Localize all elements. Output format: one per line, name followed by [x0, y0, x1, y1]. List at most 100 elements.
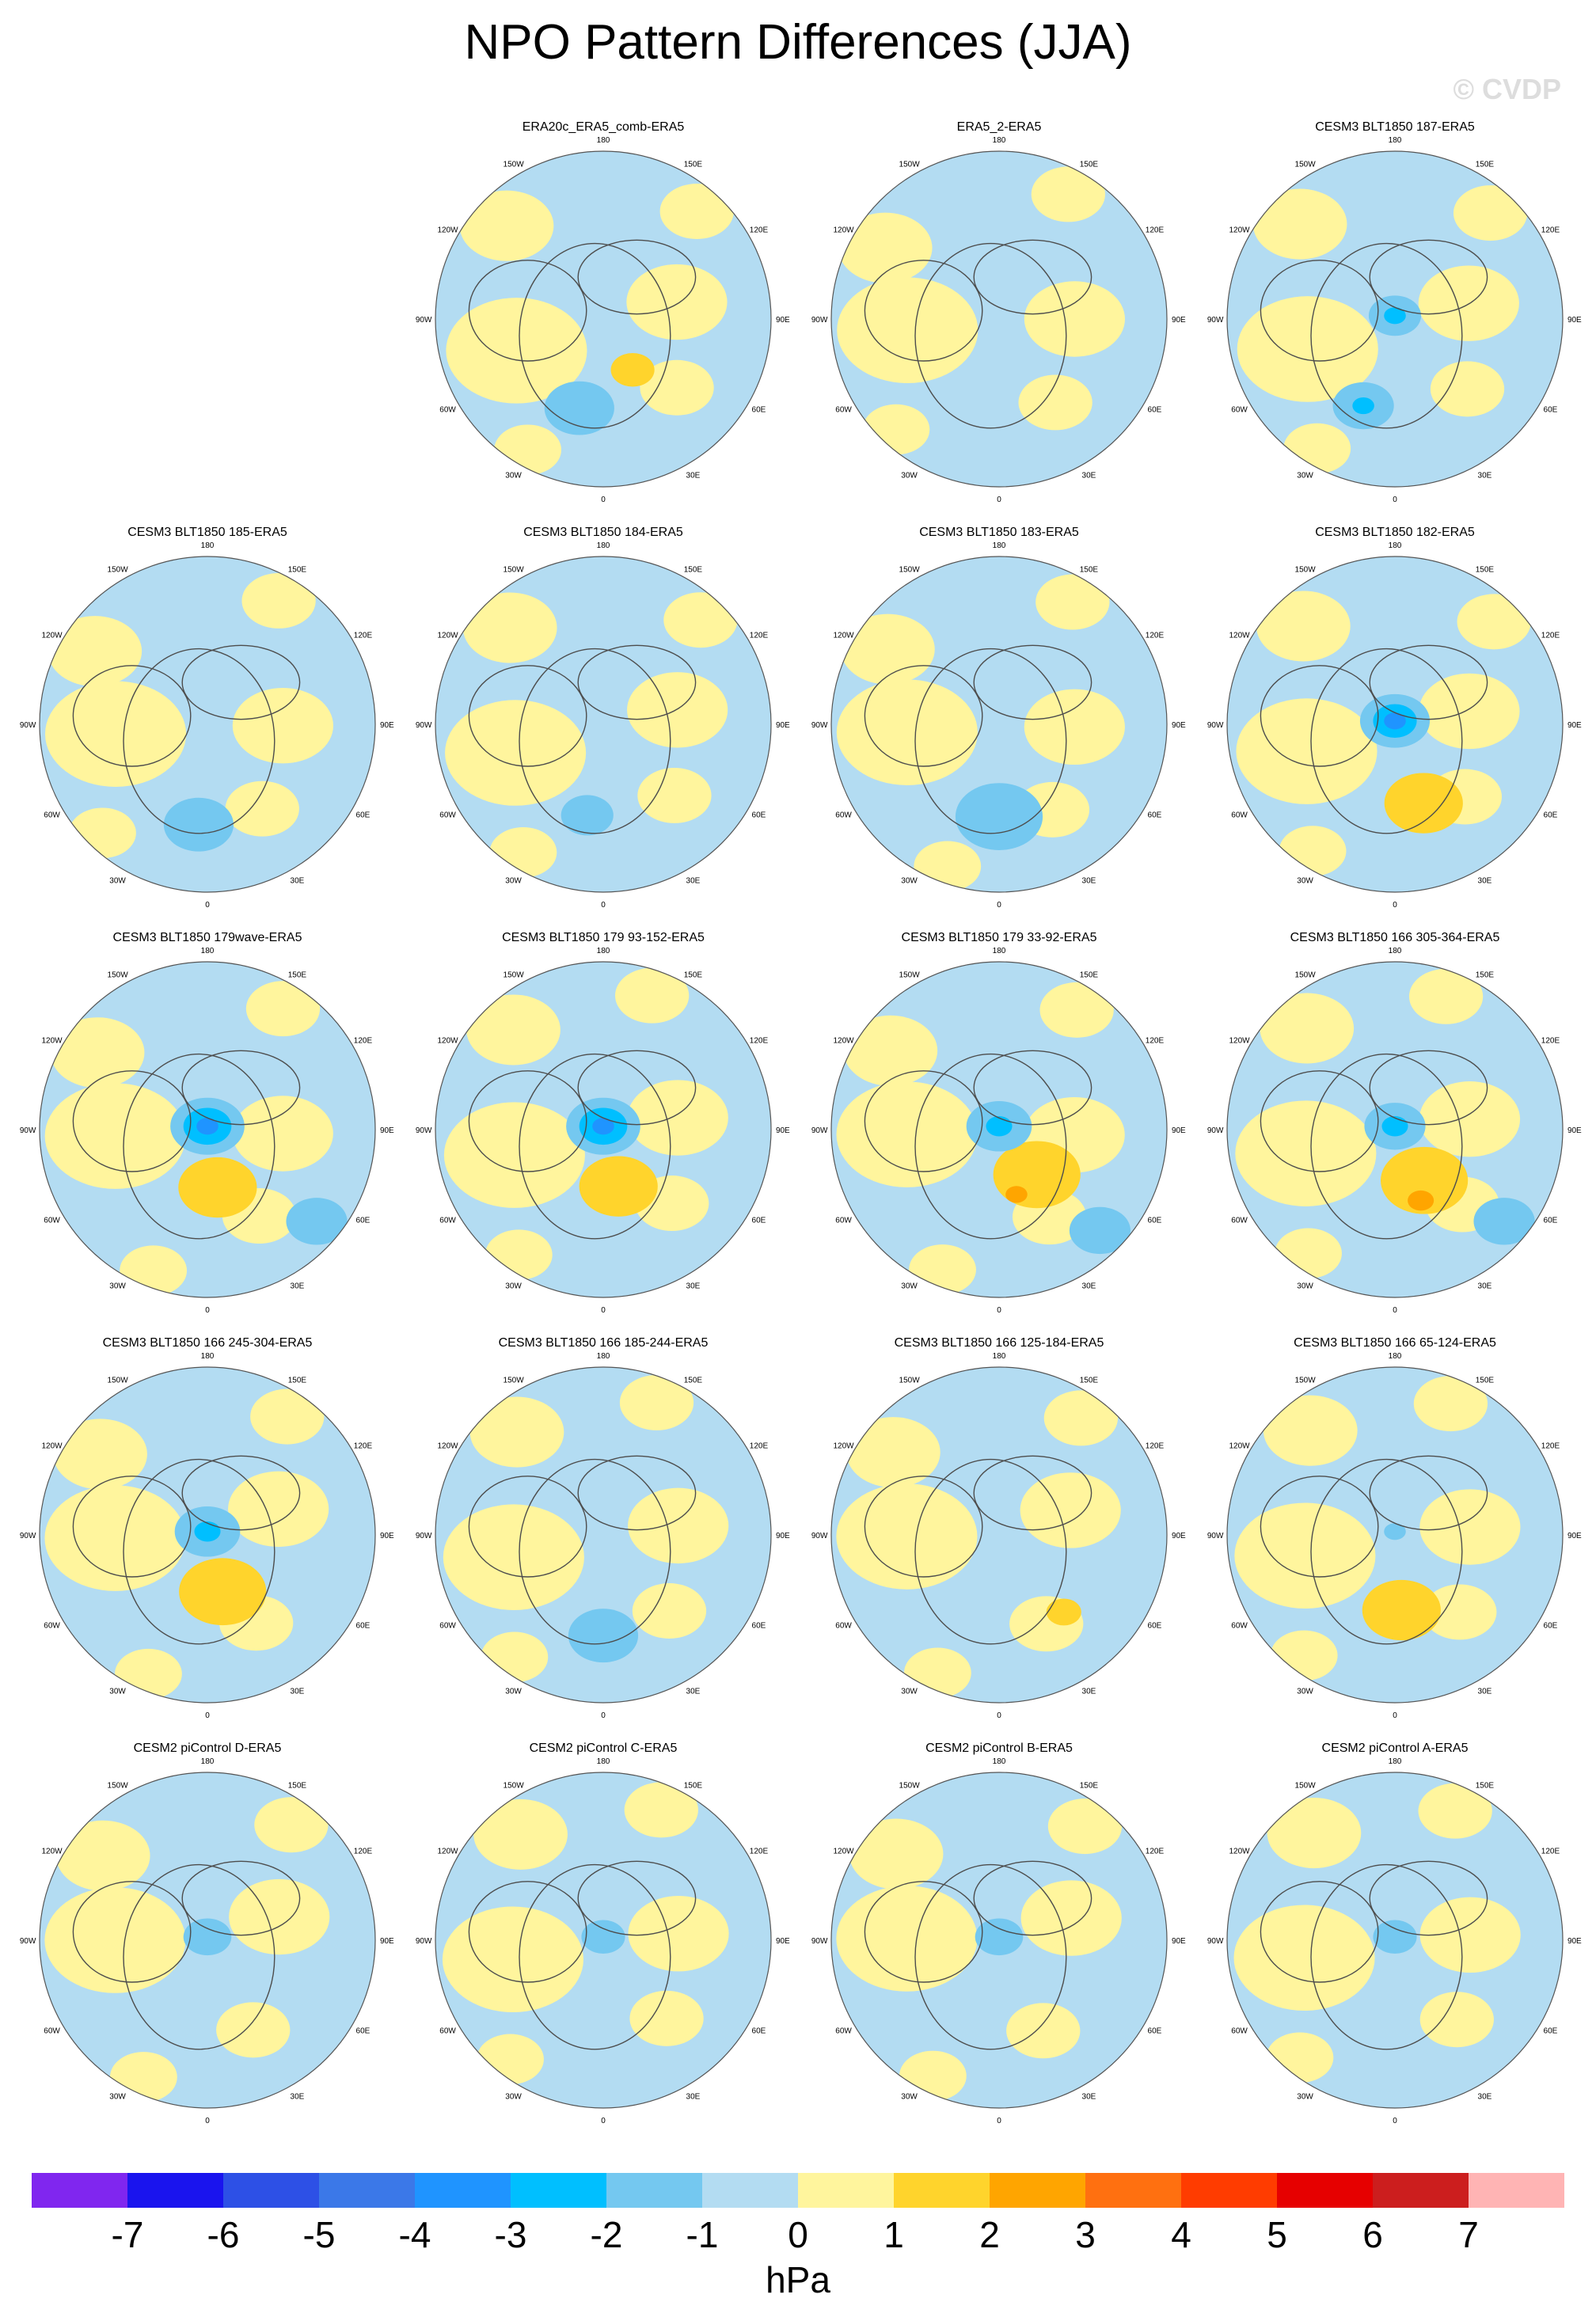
positive-region	[494, 424, 561, 476]
longitude-label: 60E	[752, 1216, 766, 1225]
longitude-label: 120W	[833, 632, 854, 640]
longitude-label: 150W	[1295, 971, 1317, 980]
colorbar-tick-label: 0	[788, 2214, 808, 2255]
positive-region	[484, 1229, 553, 1280]
longitude-label: 60W	[835, 2026, 852, 2035]
positive-region	[1270, 1630, 1338, 1681]
longitude-label: 30W	[109, 1687, 126, 1696]
longitude-label: 150W	[108, 971, 129, 980]
positive-region	[837, 277, 978, 383]
positive-region	[1006, 2003, 1081, 2059]
colorbar-labels: -7 -6 -5 -4 -3 -2 -1 0 1 2 3 4 5 6 7	[0, 2213, 1596, 2260]
colorbar-box	[1277, 2173, 1373, 2208]
longitude-label: 180	[993, 541, 1006, 550]
positive-region	[250, 1388, 325, 1445]
positive-region	[1453, 185, 1528, 241]
longitude-label: 0	[205, 2117, 210, 2125]
positive-region	[443, 1504, 584, 1610]
map-field	[435, 962, 771, 1297]
map-field	[40, 1772, 375, 2108]
longitude-label: 120E	[1146, 226, 1165, 235]
longitude-label: 90W	[811, 1532, 828, 1540]
longitude-label: 150W	[108, 1782, 129, 1791]
positive-anomaly-contour	[1046, 1598, 1081, 1626]
positive-region	[627, 672, 728, 748]
panel-title: CESM2 piControl A-ERA5	[1322, 1742, 1469, 1755]
positive-region	[836, 1081, 978, 1187]
longitude-label: 30W	[109, 876, 126, 885]
longitude-label: 150W	[899, 566, 921, 575]
coastlines	[468, 644, 697, 834]
longitude-label: 60W	[835, 405, 852, 414]
positive-region	[637, 767, 712, 823]
longitude-label: 150W	[108, 566, 129, 575]
figure-title: NPO Pattern Differences (JJA)	[464, 15, 1132, 70]
negative-anomaly-contour	[592, 1118, 614, 1135]
longitude-label: 150E	[288, 1377, 307, 1385]
longitude-label: 60E	[1544, 1621, 1558, 1630]
panel-title: CESM3 BLT1850 179 93-152-ERA5	[502, 931, 705, 944]
longitude-label: 150E	[1476, 566, 1495, 575]
colorbar-tick-label: -7	[111, 2214, 144, 2255]
positive-region	[1419, 1897, 1521, 1973]
positive-region	[1237, 296, 1378, 402]
longitude-label: 150E	[1080, 566, 1099, 575]
longitude-label: 30E	[686, 471, 701, 480]
colorbar-units: hPa	[766, 2259, 830, 2300]
map-panels: ERA20c_ERA5_comb-ERA5 180 150E 120E 90E 60E 30…	[20, 120, 1582, 2125]
longitude-label: 120W	[833, 1037, 854, 1046]
longitude-label: 90W	[20, 1532, 36, 1540]
positive-region	[1283, 423, 1351, 474]
longitude-label: 150W	[504, 161, 525, 169]
longitude-label: 60W	[835, 1216, 852, 1225]
panel-title: CESM2 piControl B-ERA5	[925, 1742, 1073, 1755]
positive-region	[659, 184, 734, 239]
longitude-label: 90W	[20, 1126, 36, 1135]
positive-region	[1267, 1798, 1362, 1869]
positive-anomaly-contour	[610, 353, 655, 387]
coastlines	[1260, 1455, 1488, 1645]
colorbar-box	[223, 2173, 319, 2208]
positive-region	[1024, 281, 1125, 357]
positive-region	[254, 1797, 329, 1853]
positive-region	[1413, 1376, 1488, 1432]
positive-anomaly-contour	[579, 1156, 658, 1217]
positive-region	[1018, 374, 1092, 431]
longitude-label: 0	[1393, 2117, 1397, 2125]
positive-region	[836, 1886, 978, 1992]
colorbar-tick-label: -6	[207, 2214, 240, 2255]
longitude-label: 60W	[44, 1216, 60, 1225]
longitude-label: 150E	[1080, 1377, 1099, 1385]
positive-region	[228, 1471, 329, 1548]
longitude-label: 60W	[439, 811, 456, 819]
longitude-label: 120E	[1541, 632, 1560, 640]
longitude-label: 0	[601, 1711, 606, 1720]
longitude-label: 30E	[1082, 471, 1096, 480]
longitude-label: 90E	[776, 1937, 790, 1946]
longitude-label: 120W	[437, 226, 458, 235]
longitude-label: 60W	[439, 1216, 456, 1225]
positive-region	[624, 1782, 698, 1838]
longitude-label: 150E	[684, 566, 703, 575]
map-panel: CESM2 piControl A-ERA5 180 150E 120E 90E 60E 3…	[1207, 1742, 1582, 2125]
longitude-label: 180	[201, 1352, 215, 1361]
map-panel: CESM3 BLT1850 166 305-364-ERA5 180 150E 120…	[1207, 931, 1582, 1315]
longitude-label: 150W	[899, 1377, 921, 1385]
map-field	[40, 556, 375, 892]
positive-region	[1235, 1100, 1377, 1206]
coastlines	[72, 1455, 301, 1645]
positive-region	[1279, 826, 1347, 876]
map-boundary	[435, 150, 772, 488]
negative-anomaly-contour	[1069, 1206, 1131, 1255]
longitude-label: 90W	[1207, 1126, 1224, 1135]
longitude-label: 90W	[811, 1126, 828, 1135]
negative-anomaly-contour	[1381, 1116, 1408, 1137]
longitude-label: 60W	[44, 1621, 60, 1630]
map-panel: CESM2 piControl D-ERA5 180 150E 120E 90E 60E 3…	[20, 1742, 394, 2125]
positive-region	[1236, 698, 1378, 804]
longitude-label: 180	[597, 1352, 610, 1361]
positive-region	[628, 1895, 729, 1972]
panel-title: CESM3 BLT1850 166 65-124-ERA5	[1294, 1336, 1496, 1350]
map-field	[40, 962, 375, 1297]
longitude-label: 120W	[1229, 632, 1250, 640]
